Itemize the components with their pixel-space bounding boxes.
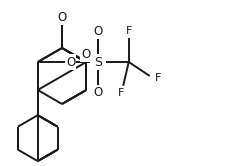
- Text: S: S: [94, 55, 102, 69]
- Text: F: F: [118, 88, 124, 98]
- Text: O: O: [66, 55, 75, 69]
- Text: F: F: [126, 26, 132, 36]
- Text: O: O: [82, 47, 91, 60]
- Text: O: O: [57, 11, 67, 24]
- Text: O: O: [93, 86, 103, 99]
- Text: O: O: [93, 25, 103, 38]
- Text: F: F: [155, 73, 161, 83]
